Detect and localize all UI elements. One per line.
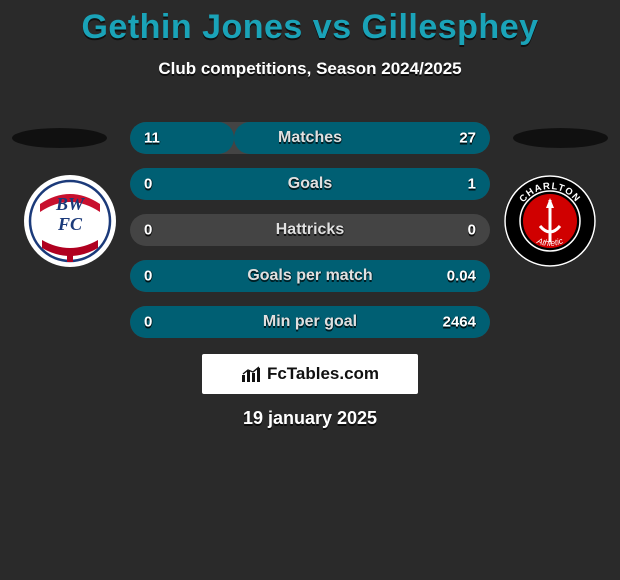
stat-row: 0 Goals 1 [130, 168, 490, 200]
page-subtitle: Club competitions, Season 2024/2025 [0, 59, 620, 79]
team-crest-right: CHARLTON Athletic [500, 174, 600, 268]
stats-area: 11 Matches 27 0 Goals 1 0 Hattricks 0 0 Goals per … [130, 122, 490, 352]
stat-row: 11 Matches 27 [130, 122, 490, 154]
page-title: Gethin Jones vs Gillesphey [0, 0, 620, 47]
stat-value-left: 0 [144, 268, 152, 285]
brand-text: FcTables.com [267, 364, 379, 384]
stat-label: Matches [278, 129, 342, 147]
crest-shadow-left [12, 128, 107, 148]
stat-value-right: 1 [468, 176, 476, 193]
stat-value-right: 2464 [443, 314, 476, 331]
team-crest-left: BW FC [20, 174, 120, 268]
chart-icon [241, 365, 261, 383]
stat-value-right: 0 [468, 222, 476, 239]
stat-label: Min per goal [263, 313, 357, 331]
brand-box: FcTables.com [202, 354, 418, 394]
stat-label: Goals per match [247, 267, 372, 285]
stat-value-right: 27 [459, 130, 476, 147]
stat-label: Goals [288, 175, 332, 193]
stat-value-left: 11 [144, 130, 160, 147]
stat-value-left: 0 [144, 222, 152, 239]
footer-date: 19 january 2025 [0, 408, 620, 429]
crest-shadow-right [513, 128, 608, 148]
stat-row: 0 Hattricks 0 [130, 214, 490, 246]
stat-value-left: 0 [144, 176, 152, 193]
stat-value-left: 0 [144, 314, 152, 331]
svg-text:BW: BW [55, 194, 86, 214]
stat-row: 0 Min per goal 2464 [130, 306, 490, 338]
stat-row: 0 Goals per match 0.04 [130, 260, 490, 292]
stat-fill-right [234, 122, 490, 154]
stat-value-right: 0.04 [447, 268, 476, 285]
svg-text:FC: FC [57, 214, 83, 234]
stat-label: Hattricks [276, 221, 344, 239]
